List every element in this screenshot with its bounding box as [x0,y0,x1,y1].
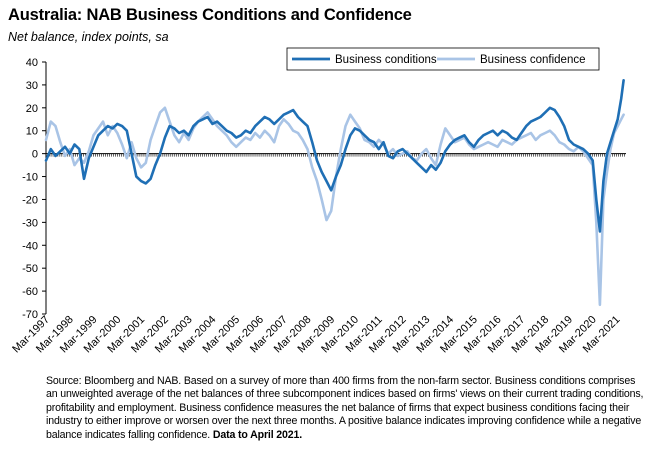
y-tick-label: -70 [22,309,38,321]
y-tick-label: 20 [26,103,38,115]
y-tick-label: 10 [26,126,38,138]
axes: -70-60-50-40-30-20-10010203040Mar-1997Ma… [10,57,626,355]
chart-title: Australia: NAB Business Conditions and C… [8,6,412,24]
source-note-text: Source: Bloomberg and NAB. Based on a su… [46,375,644,441]
y-tick-label: -20 [22,194,38,206]
y-tick-label: -60 [22,286,38,298]
chart-subtitle: Net balance, index points, sa [8,30,169,44]
series-line-business-confidence [44,106,625,307]
legend: Business conditions Business confidence [286,47,600,71]
series-line-business-conditions [44,79,625,233]
source-note-bold: Data to April 2021. [212,428,303,441]
y-tick-label: 0 [32,149,38,161]
y-tick-label: 30 [26,80,38,92]
y-tick-label: -40 [22,240,38,252]
series-layer [44,79,625,307]
y-tick-label: 40 [26,57,38,69]
y-tick-label: -10 [22,172,38,184]
legend-label: Business conditions [335,54,437,66]
y-tick-label: -30 [22,217,38,229]
source-note: Source: Bloomberg and NAB. Based on a su… [46,375,644,442]
legend-label: Business confidence [480,54,585,66]
chart-canvas: -70-60-50-40-30-20-10010203040Mar-1997Ma… [10,47,626,355]
y-tick-label: -50 [22,263,38,275]
